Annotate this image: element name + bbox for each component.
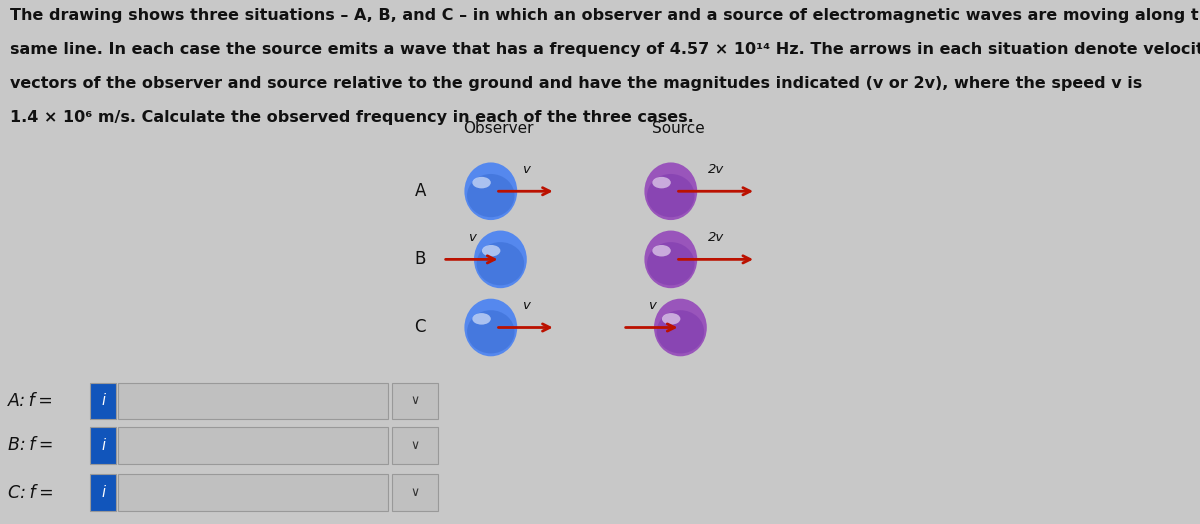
Ellipse shape xyxy=(647,174,695,217)
Text: i: i xyxy=(101,485,106,500)
Text: B: f =: B: f = xyxy=(8,436,54,454)
FancyBboxPatch shape xyxy=(392,427,438,464)
Text: ∨: ∨ xyxy=(410,486,420,499)
Ellipse shape xyxy=(473,313,491,324)
Text: same line. In each case the source emits a wave that has a frequency of 4.57 × 1: same line. In each case the source emits… xyxy=(10,42,1200,57)
Text: v: v xyxy=(522,299,529,312)
FancyBboxPatch shape xyxy=(90,474,116,511)
Text: ∨: ∨ xyxy=(410,439,420,452)
Ellipse shape xyxy=(474,231,527,288)
Ellipse shape xyxy=(467,174,515,217)
Text: C: C xyxy=(414,319,426,336)
Text: 2v: 2v xyxy=(708,163,724,176)
Text: 2v: 2v xyxy=(708,231,724,244)
Ellipse shape xyxy=(467,310,515,353)
FancyBboxPatch shape xyxy=(118,474,388,511)
Text: C: f =: C: f = xyxy=(8,484,54,501)
Ellipse shape xyxy=(662,313,680,324)
Ellipse shape xyxy=(464,299,517,356)
Ellipse shape xyxy=(656,310,704,353)
Ellipse shape xyxy=(476,242,524,285)
Text: ∨: ∨ xyxy=(410,395,420,407)
Ellipse shape xyxy=(653,177,671,189)
Text: A: f =: A: f = xyxy=(8,392,54,410)
Ellipse shape xyxy=(644,231,697,288)
FancyBboxPatch shape xyxy=(118,427,388,464)
Text: 1.4 × 10⁶ m/s. Calculate the observed frequency in each of the three cases.: 1.4 × 10⁶ m/s. Calculate the observed fr… xyxy=(10,110,694,125)
Ellipse shape xyxy=(473,177,491,189)
FancyBboxPatch shape xyxy=(118,383,388,419)
Ellipse shape xyxy=(647,242,695,285)
FancyBboxPatch shape xyxy=(392,383,438,419)
Ellipse shape xyxy=(482,245,500,257)
Ellipse shape xyxy=(653,245,671,257)
Text: i: i xyxy=(101,394,106,408)
Ellipse shape xyxy=(654,299,707,356)
Text: The drawing shows three situations – A, B, and C – in which an observer and a so: The drawing shows three situations – A, … xyxy=(10,8,1200,23)
FancyBboxPatch shape xyxy=(392,474,438,511)
Text: v: v xyxy=(648,299,655,312)
Text: v: v xyxy=(522,163,529,176)
Text: A: A xyxy=(415,182,426,200)
FancyBboxPatch shape xyxy=(90,383,116,419)
Text: vectors of the observer and source relative to the ground and have the magnitude: vectors of the observer and source relat… xyxy=(10,76,1142,91)
Text: i: i xyxy=(101,438,106,453)
Text: v: v xyxy=(468,231,475,244)
Text: Source: Source xyxy=(652,121,704,136)
Text: Observer: Observer xyxy=(463,121,533,136)
FancyBboxPatch shape xyxy=(90,427,116,464)
Ellipse shape xyxy=(464,162,517,220)
Ellipse shape xyxy=(644,162,697,220)
Text: B: B xyxy=(415,250,426,268)
